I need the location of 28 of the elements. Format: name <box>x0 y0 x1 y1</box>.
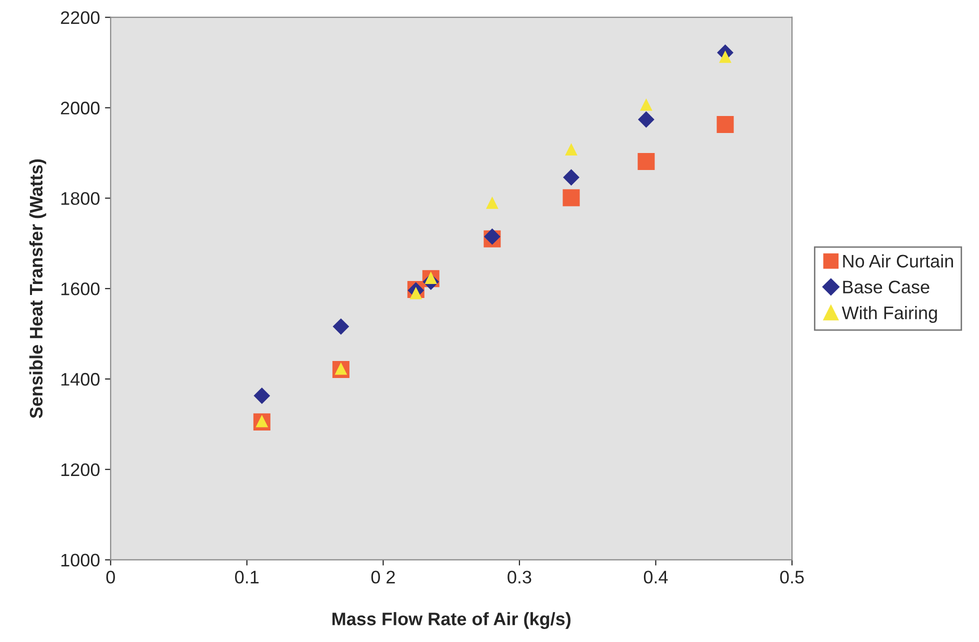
point <box>562 189 580 206</box>
y-tick-label: 1600 <box>61 282 100 296</box>
point <box>716 116 734 133</box>
x-axis-title: Mass Flow Rate of Air (kg/s) <box>332 612 570 629</box>
legend-label: No Air Curtain <box>843 254 953 268</box>
x-tick-label: 0.3 <box>508 570 532 584</box>
point <box>332 318 350 335</box>
x-tick-label: 0 2 <box>371 570 395 584</box>
y-tick-label: 1400 <box>61 372 100 386</box>
point <box>254 388 270 404</box>
y-axis-title: Sensible Heat Transfer (Watts) <box>29 159 46 418</box>
legend-label: With Fairing <box>842 306 937 323</box>
x-tick-label: 0.1 <box>235 570 259 584</box>
y-tick-label: 1200 <box>61 463 100 476</box>
point <box>638 111 654 128</box>
point <box>486 196 498 209</box>
x-tick-label: 0.4 <box>644 570 668 584</box>
point <box>565 143 578 156</box>
point <box>563 169 580 186</box>
y-tick-label: 2000 <box>60 102 100 114</box>
x-tick-label: 0 <box>106 570 115 584</box>
y-tick-label: 1800 <box>61 192 100 205</box>
x-tick-label: 0.5 <box>780 570 804 584</box>
y-tick-label: 2200 <box>60 11 100 24</box>
legend-label: Base Case <box>843 280 930 294</box>
point <box>640 98 652 111</box>
point <box>638 153 655 170</box>
y-tick-label: 1000 <box>61 554 100 567</box>
